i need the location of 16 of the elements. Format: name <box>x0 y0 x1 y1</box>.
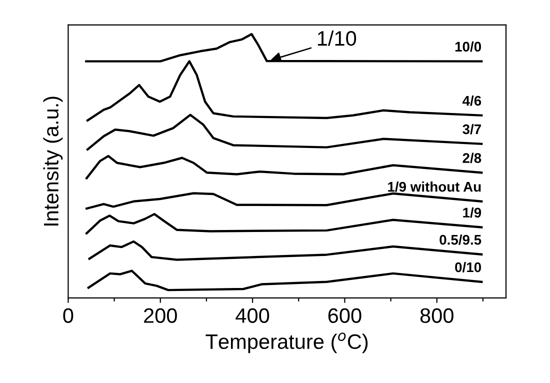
series-label: 3/7 <box>462 124 481 134</box>
series-label: 0.5/9.5 <box>440 234 482 245</box>
x-tick-label: 600 <box>328 308 362 323</box>
x-tick-label: 200 <box>144 308 177 323</box>
x-tick-label: 400 <box>236 308 270 323</box>
y-axis-title: Intensity (a.u.) <box>43 96 63 226</box>
series-label: 10/0 <box>455 41 482 52</box>
series-label: 1/9 without Au <box>388 182 481 192</box>
x-tick-label: 0 <box>63 308 74 323</box>
x-axis-title: Temperature ($^{o}$C) <box>206 332 368 354</box>
x-tick-label: 800 <box>420 308 454 323</box>
series-label: 1/9 <box>463 207 482 218</box>
series-label: 4/6 <box>462 96 482 106</box>
series-label: 0/10 <box>455 262 482 272</box>
series-label: 2/8 <box>462 152 482 164</box>
annotation: 1/10 <box>318 30 356 46</box>
